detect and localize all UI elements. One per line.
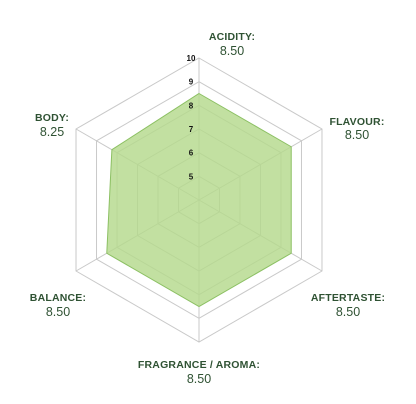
tick-label-7: 7 — [189, 125, 194, 134]
axis-value-aftertaste: 8.50 — [336, 305, 360, 319]
tick-label-6: 6 — [189, 149, 194, 158]
tick-label-10: 10 — [187, 54, 196, 63]
axis-label-flavour: FLAVOUR: — [329, 116, 384, 128]
axis-label-balance: BALANCE: — [30, 292, 86, 304]
axis-label-acidity: ACIDITY: — [209, 31, 255, 43]
axis-value-balance: 8.50 — [46, 305, 70, 319]
axis-label-fragrance-aroma: FRAGRANCE / AROMA: — [138, 359, 260, 371]
axis-value-fragrance-aroma: 8.50 — [187, 372, 211, 386]
axis-label-body: BODY: — [35, 112, 69, 124]
score-area — [106, 92, 292, 308]
axis-value-flavour: 8.50 — [345, 128, 369, 142]
axis-value-body: 8.25 — [40, 125, 64, 139]
tick-label-5: 5 — [189, 172, 194, 181]
tick-labels: 5 6 7 8 9 10 — [187, 54, 196, 181]
axis-value-acidity: 8.50 — [220, 44, 244, 58]
tick-label-8: 8 — [189, 101, 194, 110]
axis-label-aftertaste: AFTERTASTE: — [311, 292, 385, 304]
tick-label-9: 9 — [189, 78, 194, 87]
